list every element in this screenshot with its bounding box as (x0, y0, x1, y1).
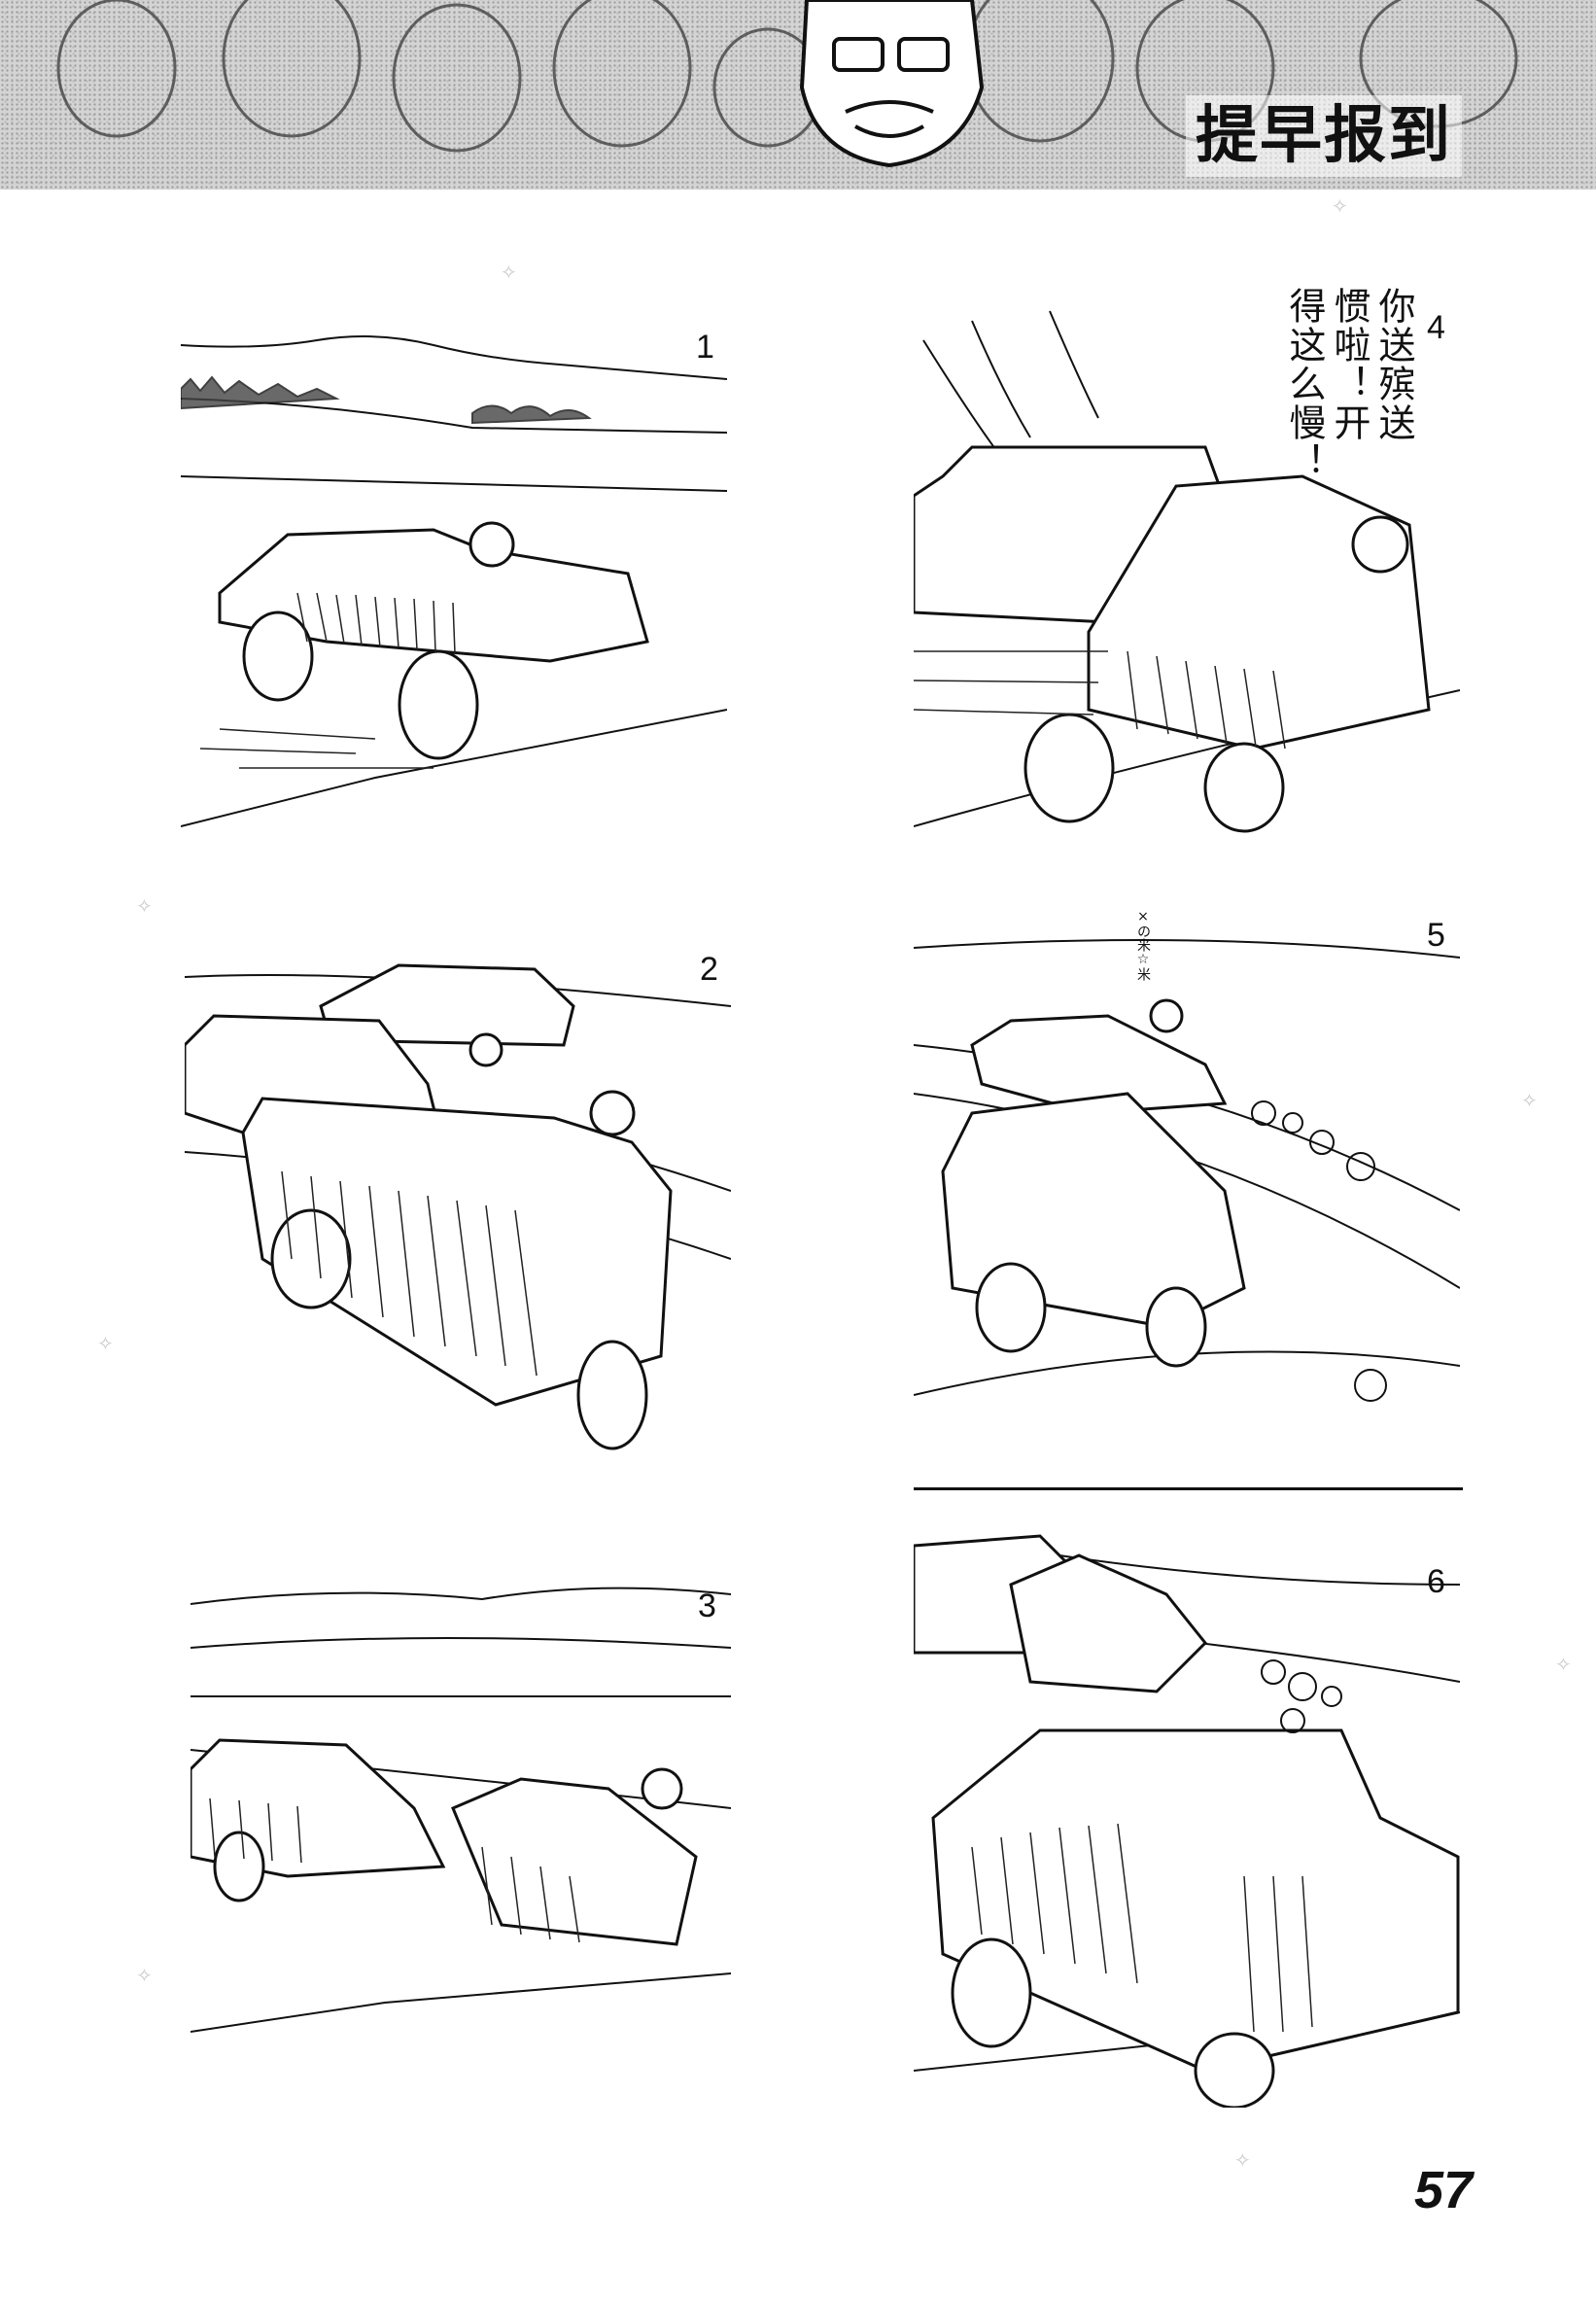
panel-2-illustration (185, 963, 731, 1450)
panel-3-illustration (191, 1587, 731, 2033)
panel-number: 6 (1427, 1563, 1445, 1600)
background-speck: ✧ (1521, 1089, 1538, 1112)
speech-line-1: 你送殡送 (1372, 287, 1415, 442)
background-speck: ✧ (97, 1332, 114, 1355)
panel-number: 3 (698, 1588, 716, 1624)
background-speck: ✧ (1332, 194, 1348, 218)
header-character-illustration (56, 0, 1518, 168)
chapter-title: 提早报到 (1186, 95, 1462, 177)
panel-number: 2 (700, 951, 718, 988)
comic-panel-6: 6 (914, 1526, 1460, 2108)
sound-effect: ×の米☆米 (1135, 909, 1151, 981)
panel-1-illustration (181, 335, 727, 827)
panel-6-illustration (914, 1534, 1460, 2108)
background-speck: ✧ (136, 1964, 153, 1987)
page-number: 57 (1414, 2161, 1474, 2219)
background-speck: ✧ (1234, 2148, 1251, 2172)
background-speck: ✧ (1555, 1653, 1572, 1676)
panel-divider (914, 1487, 1463, 1490)
comic-panel-3: 3 (191, 1575, 731, 2108)
comic-panel-4: 4 (914, 301, 1460, 846)
panel-5-illustration (914, 939, 1460, 1402)
panel-4-illustration (914, 310, 1460, 833)
comic-panel-1: 1 (181, 321, 727, 851)
background-speck: ✧ (501, 261, 517, 284)
header-banner: 提早报到 (0, 0, 1596, 190)
background-speck: ✧ (136, 894, 153, 918)
speech-line-2: 惯啦！开 (1328, 287, 1370, 442)
comic-panel-5: 5 (914, 919, 1460, 1448)
panel-number: 1 (696, 329, 714, 366)
comic-panel-2: 2 (185, 948, 731, 1490)
speech-line-3: 得这么慢！ (1283, 287, 1326, 481)
panel-number: 5 (1427, 919, 1445, 954)
speech-bubble: 你送殡送 惯啦！开 得这么慢！ (1230, 287, 1424, 530)
panel-number: 4 (1427, 309, 1445, 346)
